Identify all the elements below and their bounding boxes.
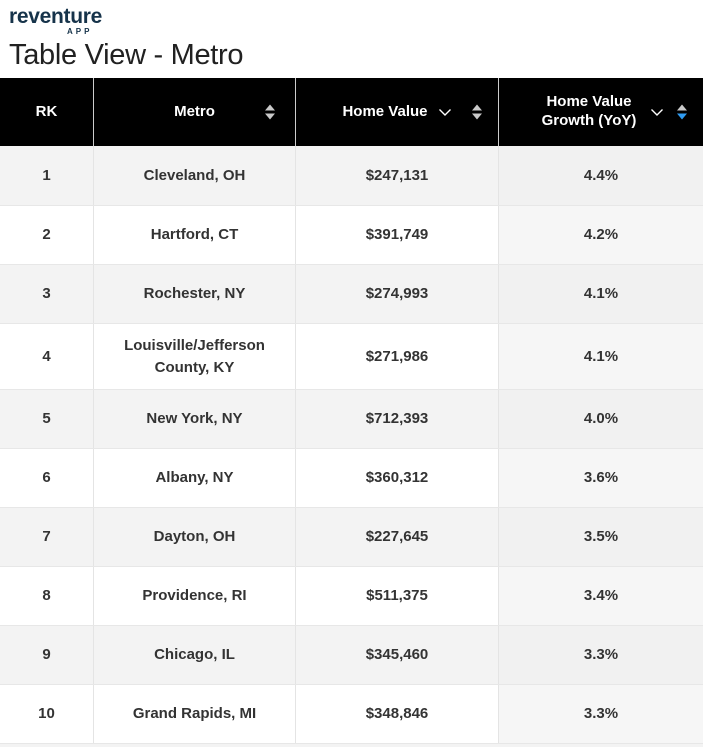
growth-cell: 3.4% [498,567,703,625]
table-row: 1 Cleveland, OH $247,131 4.4% [0,146,703,205]
table-row: 2 Hartford, CT $391,749 4.2% [0,205,703,264]
column-label: Home Value Growth (YoY) [541,93,637,129]
metro-cell: Chicago, IL [93,626,295,684]
sort-asc-icon [677,104,687,111]
sort-toggle-icon[interactable] [265,104,275,120]
column-label: RK [35,102,58,120]
home-value-cell: $271,986 [295,324,498,389]
table-row: 3 Rochester, NY $274,993 4.1% [0,264,703,323]
home-value-cell: $247,131 [295,146,498,205]
growth-cell: 4.0% [498,390,703,448]
page-title: Table View - Metro [9,39,244,71]
growth-cell: 3.6% [498,449,703,507]
home-value-cell: $360,312 [295,449,498,507]
metro-cell: New York, NY [93,390,295,448]
growth-cell: 3.3% [498,685,703,743]
table-row: 5 New York, NY $712,393 4.0% [0,389,703,448]
rank-cell: 2 [42,226,51,244]
column-header-rank[interactable]: RK [0,78,93,146]
growth-cell: 3.3% [498,626,703,684]
metro-cell: Cleveland, OH [93,146,295,205]
rank-cell: 4 [42,347,51,365]
chevron-down-icon[interactable] [650,108,664,117]
column-header-home-value[interactable]: Home Value [295,78,498,146]
sort-desc-icon [472,113,482,120]
growth-cell: 3.5% [498,508,703,566]
reventure-logo[interactable]: reventure APP [9,6,119,36]
chevron-down-icon[interactable] [438,108,452,117]
home-value-cell: $511,375 [295,567,498,625]
table-row: 4 Louisville/Jefferson County, KY $271,9… [0,323,703,389]
growth-cell: 4.1% [498,265,703,323]
logo-app-label: APP [67,27,93,36]
metro-cell: Albany, NY [93,449,295,507]
rank-cell: 1 [42,166,51,184]
metro-cell: Dayton, OH [93,508,295,566]
home-value-cell: $345,460 [295,626,498,684]
rank-cell: 6 [42,469,51,487]
logo-wordmark: reventure [9,5,103,28]
sort-asc-icon [472,104,482,111]
home-value-cell: $227,645 [295,508,498,566]
rank-cell: 3 [42,285,51,303]
table-body: 1 Cleveland, OH $247,131 4.4% 2 Hartford… [0,146,703,747]
sort-toggle-icon[interactable] [677,104,687,120]
home-value-cell: $348,846 [295,685,498,743]
growth-cell: 4.4% [498,146,703,205]
rank-cell: 5 [42,410,51,428]
sort-desc-active-icon [677,113,687,120]
home-value-cell: $391,749 [295,206,498,264]
sort-toggle-icon[interactable] [472,104,482,120]
metro-cell: Rochester, NY [93,265,295,323]
sort-desc-icon [265,113,275,120]
rank-cell: 8 [42,587,51,605]
table-row: 9 Chicago, IL $345,460 3.3% [0,625,703,684]
sort-asc-icon [265,104,275,111]
rank-cell: 7 [42,528,51,546]
page-header: reventure APP Table View - Metro [0,0,703,78]
column-header-growth[interactable]: Home Value Growth (YoY) [498,78,703,146]
metro-cell: Providence, RI [93,567,295,625]
metro-table: RK Metro Home Value Home Value Growth (Y… [0,78,703,747]
table-row: 10 Grand Rapids, MI $348,846 3.3% [0,684,703,743]
home-value-cell: $712,393 [295,390,498,448]
column-header-metro[interactable]: Metro [93,78,295,146]
rank-cell: 10 [38,705,55,723]
column-label: Metro [174,102,215,120]
metro-cell: Hartford, CT [93,206,295,264]
table-row: 7 Dayton, OH $227,645 3.5% [0,507,703,566]
next-row-partial [0,743,703,747]
column-label: Home Value [342,102,428,120]
table-row: 8 Providence, RI $511,375 3.4% [0,566,703,625]
table-header-row: RK Metro Home Value Home Value Growth (Y… [0,78,703,146]
metro-cell: Louisville/Jefferson County, KY [93,324,295,389]
growth-cell: 4.2% [498,206,703,264]
growth-cell: 4.1% [498,324,703,389]
home-value-cell: $274,993 [295,265,498,323]
rank-cell: 9 [42,646,51,664]
metro-cell: Grand Rapids, MI [93,685,295,743]
table-row: 6 Albany, NY $360,312 3.6% [0,448,703,507]
